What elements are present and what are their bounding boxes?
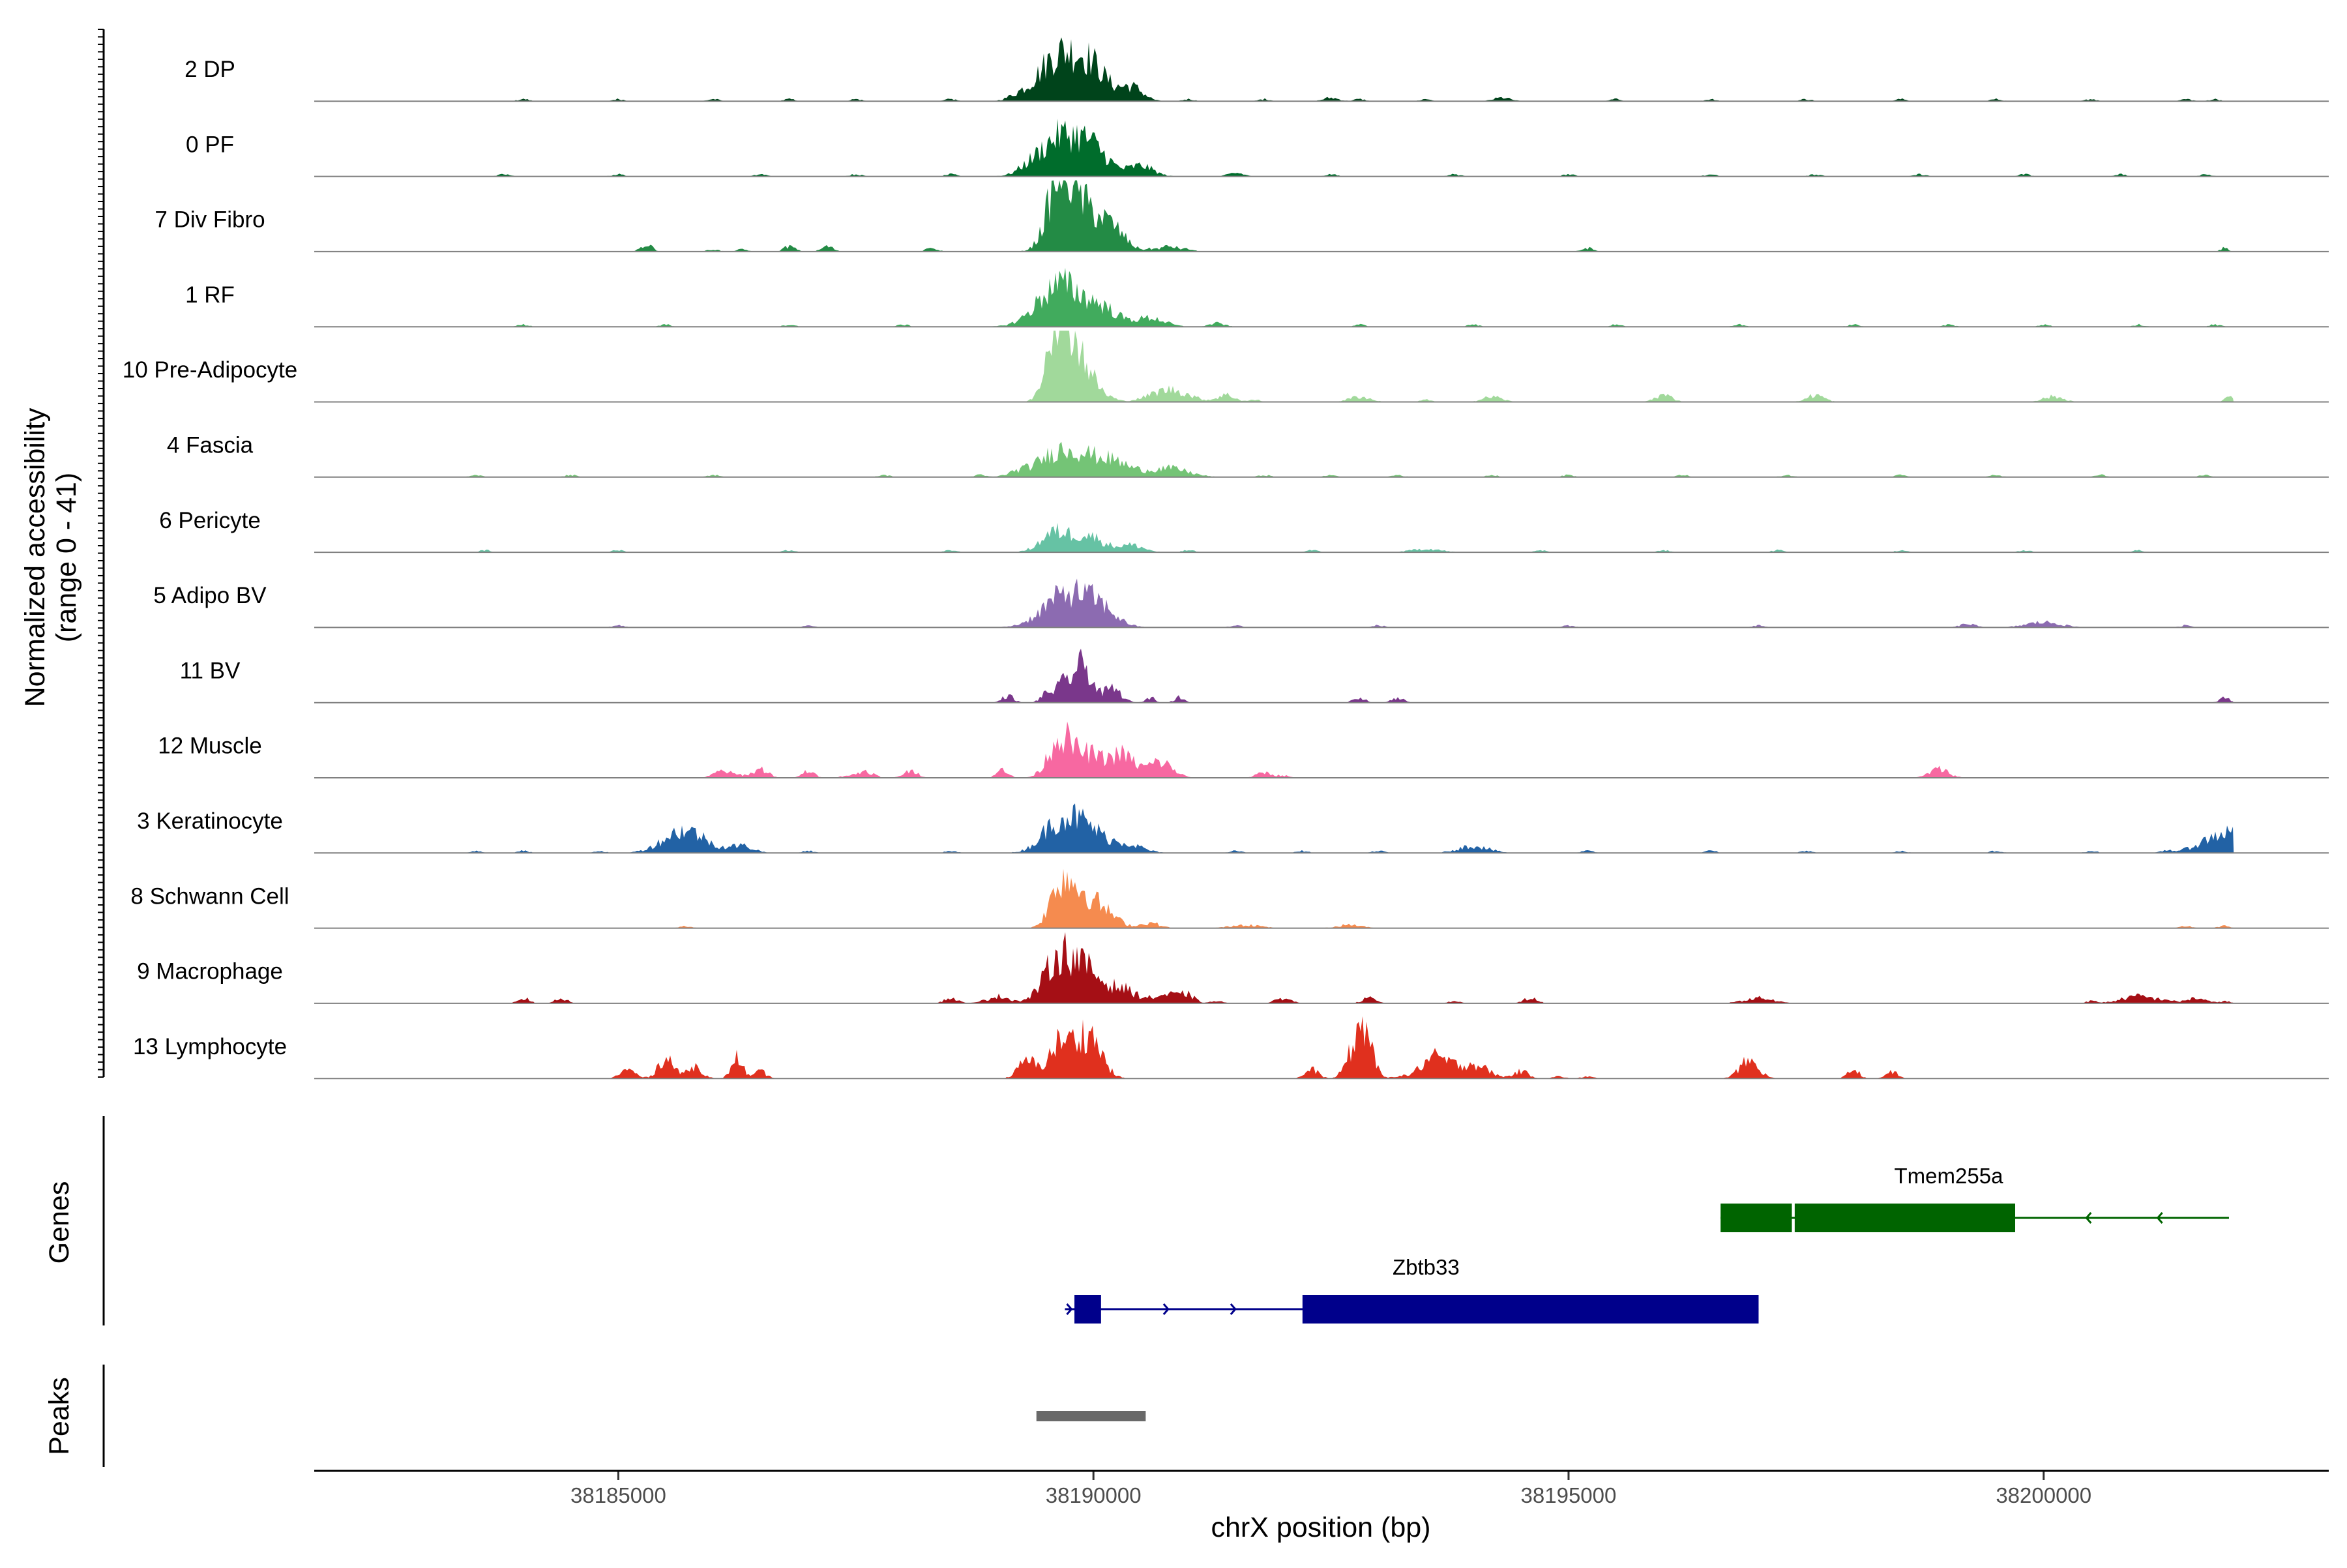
x-axis-title: chrX position (bp) (1211, 1512, 1431, 1543)
y-axis-title-line2: (range 0 - 41) (51, 473, 82, 643)
track-1-rf: 1 RF (185, 267, 2329, 328)
peak-region (1036, 1411, 1146, 1421)
track-5-adipo-bv: 5 Adipo BV (153, 578, 2329, 629)
gene-zbtb33: Zbtb33 (1065, 1255, 1759, 1324)
x-tick-label: 38200000 (1996, 1483, 2091, 1507)
gene-exon (1302, 1295, 1759, 1324)
track-label-13-lymphocyte: 13 Lymphocyte (133, 1034, 287, 1059)
track-4-fascia: 4 Fascia (167, 433, 2329, 478)
y-axis-title: Normalized accessibility (range 0 - 41) (20, 407, 82, 707)
track-label-1-rf: 1 RF (185, 282, 235, 308)
y-axis-title-line1: Normalized accessibility (20, 407, 51, 707)
track-label-10-pre-adipocyte: 10 Pre-Adipocyte (123, 357, 297, 383)
gene-exon (1794, 1204, 2016, 1232)
track-label-5-adipo-bv: 5 Adipo BV (153, 583, 267, 608)
track-8-schwann-cell: 8 Schwann Cell (130, 868, 2329, 929)
track-2-dp: 2 DP (185, 37, 2329, 102)
track-label-9-macrophage: 9 Macrophage (137, 959, 283, 984)
gene-tmem255a: Tmem255a (1720, 1164, 2229, 1232)
peaks-track-label: Peaks (44, 1377, 75, 1455)
strand-arrow (1230, 1303, 1237, 1315)
track-3-keratinocyte: 3 Keratinocyte (137, 803, 2329, 854)
track-7-div-fibro: 7 Div Fibro (155, 180, 2329, 252)
x-tick-label: 38190000 (1046, 1483, 1142, 1507)
gene-exon (1074, 1295, 1101, 1324)
track-6-pericyte: 6 Pericyte (159, 508, 2329, 554)
track-label-6-pericyte: 6 Pericyte (159, 508, 261, 533)
track-label-12-muscle: 12 Muscle (158, 733, 262, 759)
track-label-7-div-fibro: 7 Div Fibro (155, 207, 265, 233)
track-0-pf: 0 PF (186, 119, 2329, 177)
x-tick-label: 38195000 (1521, 1483, 1617, 1507)
track-12-muscle: 12 Muscle (158, 721, 2329, 778)
gene-label-tmem255a: Tmem255a (1895, 1164, 2004, 1188)
track-11-bv: 11 BV (180, 648, 2329, 703)
track-label-8-schwann-cell: 8 Schwann Cell (130, 883, 289, 909)
strand-arrow (2156, 1212, 2163, 1224)
track-13-lymphocyte: 13 Lymphocyte (133, 1016, 2329, 1080)
genes-track-label: Genes (44, 1181, 75, 1264)
track-label-3-keratinocyte: 3 Keratinocyte (137, 808, 283, 834)
gene-exon (1720, 1204, 1792, 1232)
strand-arrow (1162, 1303, 1170, 1315)
track-label-11-bv: 11 BV (180, 658, 241, 683)
coverage-area-13-lymphocyte (314, 1016, 2234, 1079)
track-label-2-dp: 2 DP (185, 57, 235, 82)
track-9-macrophage: 9 Macrophage (137, 932, 2329, 1004)
track-10-pre-adipocyte: 10 Pre-Adipocyte (123, 331, 2329, 403)
track-label-4-fascia: 4 Fascia (167, 433, 254, 458)
strand-arrow (1066, 1303, 1073, 1315)
track-label-0-pf: 0 PF (186, 132, 234, 157)
x-tick-label: 38185000 (570, 1483, 666, 1507)
strand-arrow (2085, 1212, 2092, 1224)
gene-label-zbtb33: Zbtb33 (1393, 1255, 1460, 1279)
